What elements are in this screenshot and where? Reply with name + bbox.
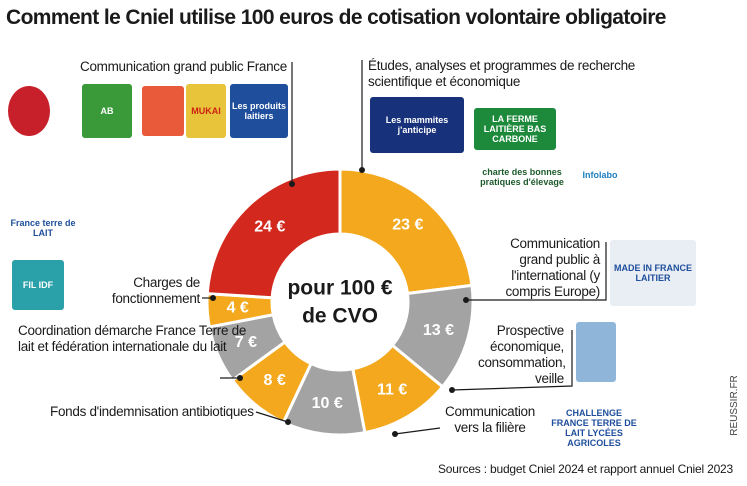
category-label: Fonds d'indemnisation antibiotiques — [50, 404, 254, 419]
leader-line — [466, 242, 607, 301]
category-label: Coordination démarche France Terre de la… — [18, 323, 247, 354]
logo: CHALLENGE FRANCE TERRE DE LAIT LYCÉES AG… — [548, 404, 640, 452]
value-label: 4 € — [227, 300, 249, 317]
leader-dot — [392, 431, 398, 437]
leader-dot — [449, 387, 455, 393]
logo: MADE IN FRANCE LAITIER — [610, 240, 696, 306]
category-label: Communication grand public à l'internati… — [505, 236, 600, 299]
category-label: Études, analyses et programmes de recher… — [368, 58, 635, 89]
value-label: 8 € — [264, 372, 286, 389]
category-label: Prospective économique, consommation, ve… — [478, 323, 566, 386]
logo: LA FERME LAITIÈRE BAS CARBONE — [474, 108, 556, 150]
value-label: 24 € — [254, 218, 285, 235]
value-label: 7 € — [235, 334, 257, 351]
leader-dot — [285, 419, 291, 425]
category-label: Charges de fonctionnement — [111, 275, 200, 306]
leader-line — [451, 330, 573, 391]
category-label: Communication grand public France — [80, 59, 287, 74]
leader-line — [394, 427, 441, 435]
credit: REUSSIR.FR — [729, 375, 741, 436]
chart-title: Comment le Cniel utilise 100 euros de co… — [6, 6, 666, 29]
leader-dot — [359, 167, 365, 173]
center-label: de CVO — [302, 305, 378, 328]
logo: France terre de LAIT — [2, 200, 84, 256]
value-label: 13 € — [423, 322, 454, 339]
leader-dot — [463, 297, 469, 303]
logo: MUKAI — [186, 84, 226, 138]
value-label: 10 € — [312, 395, 343, 412]
slice — [338, 167, 474, 296]
logo-shape — [8, 86, 50, 136]
leader-dot — [237, 375, 243, 381]
source: Sources : budget Cniel 2024 et rapport a… — [437, 462, 733, 476]
value-label: 11 € — [377, 381, 407, 398]
slice — [205, 167, 342, 300]
logo: AB — [82, 84, 132, 138]
leader-line — [255, 411, 289, 423]
leader-dot — [210, 295, 216, 301]
center-label: pour 100 € — [287, 277, 392, 300]
logo: FIL IDF — [12, 260, 64, 310]
category-label: Communication vers la filière — [445, 404, 535, 435]
logo-shape — [576, 322, 616, 382]
logo: Les produits laitiers — [230, 84, 288, 138]
logo: charte des bonnes pratiques d'élevage — [470, 158, 574, 196]
logo-shape — [142, 86, 184, 136]
value-label: 23 € — [392, 216, 423, 233]
logo: Les mammites j'anticipe — [370, 97, 464, 153]
leader-dot — [289, 181, 295, 187]
logo: Infolabo — [576, 154, 624, 196]
